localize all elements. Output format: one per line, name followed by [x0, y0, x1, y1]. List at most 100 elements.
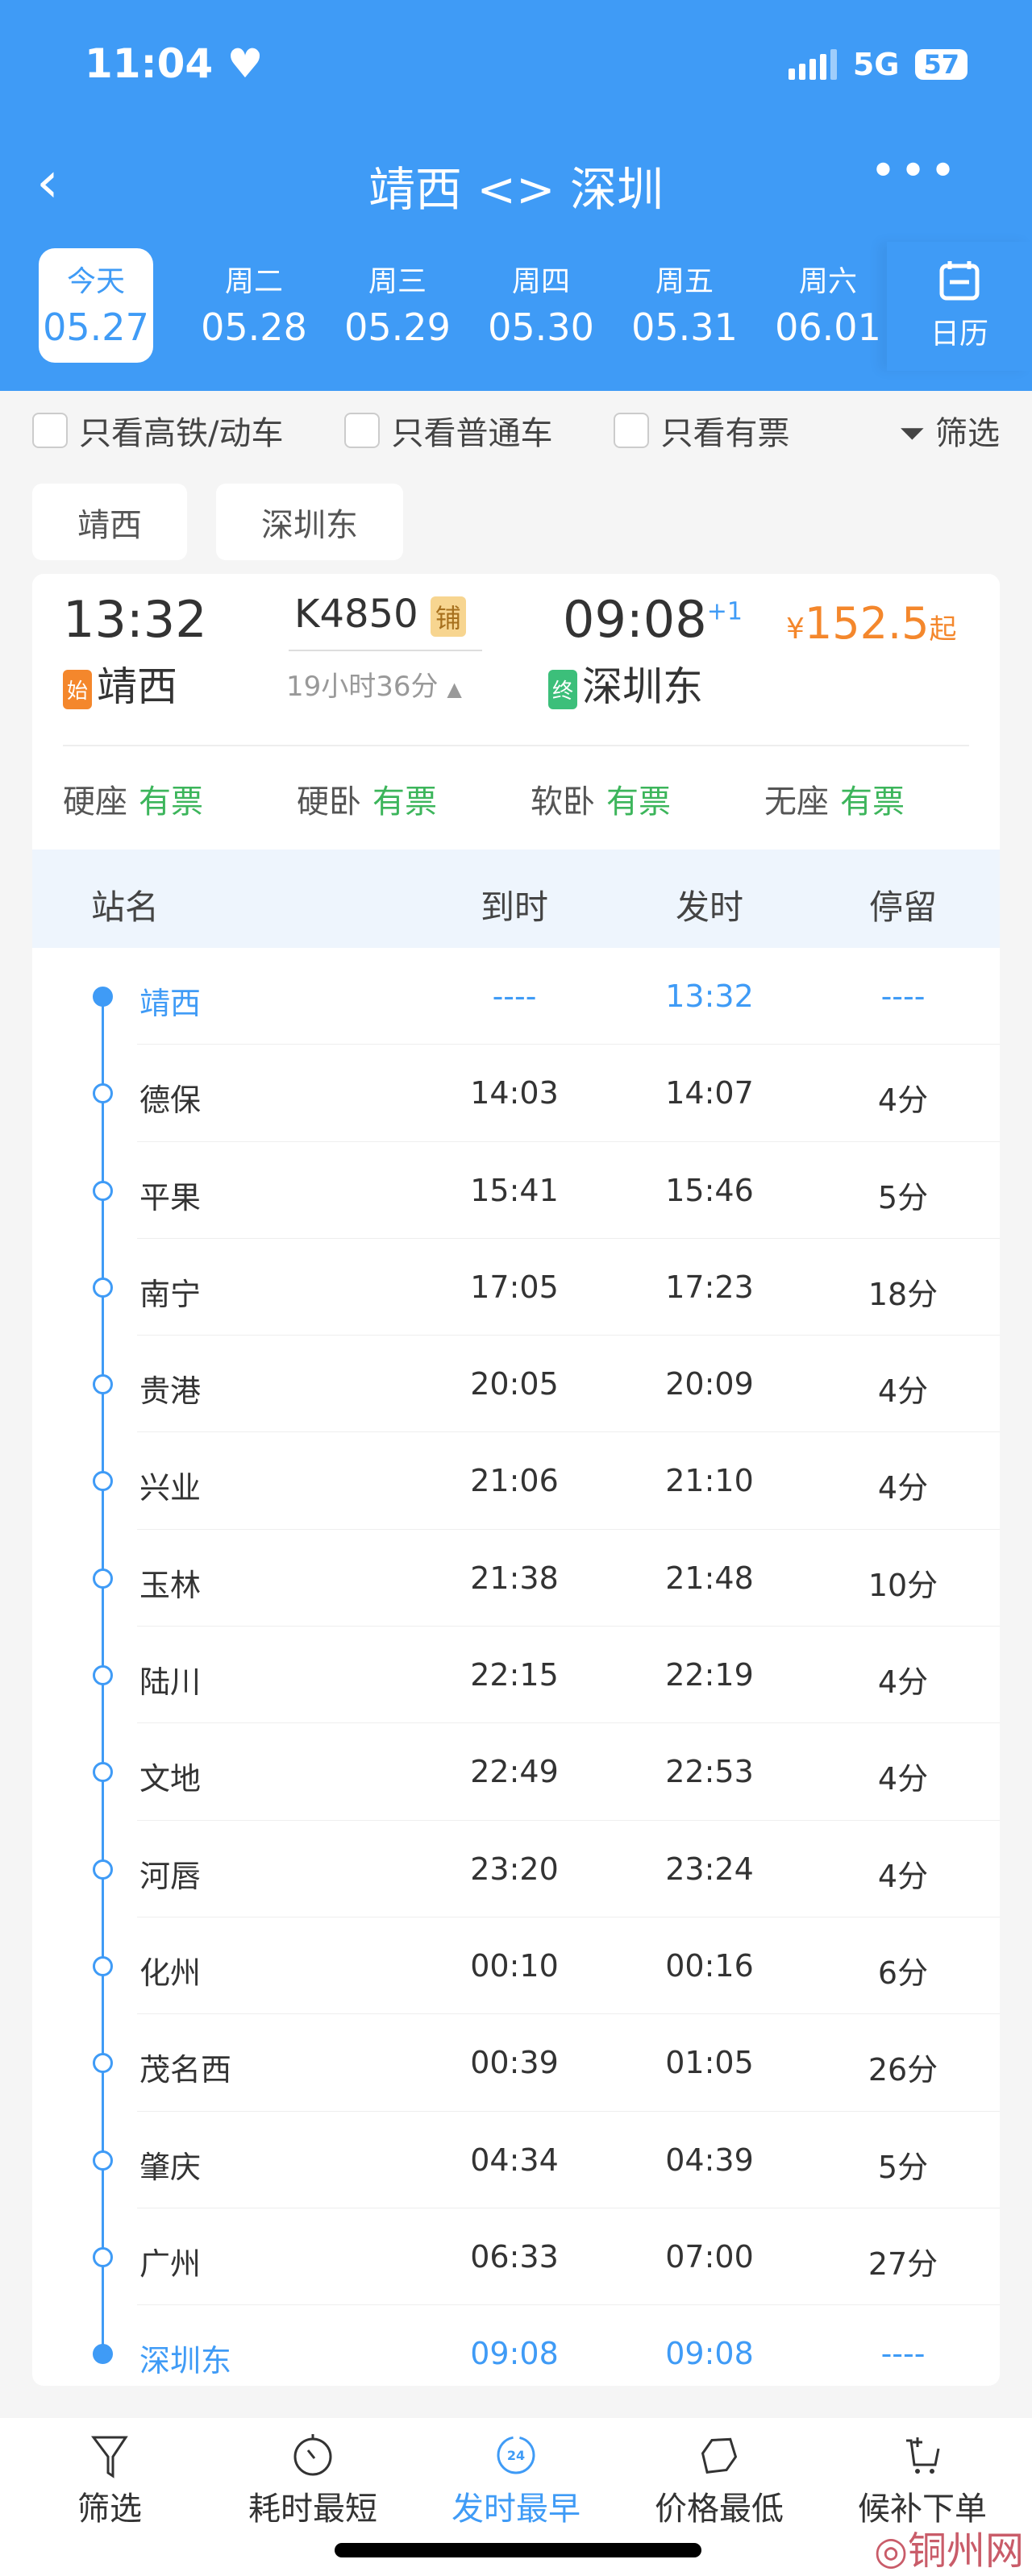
checkbox-box [344, 413, 381, 448]
table-row[interactable]: 化州 00:10 00:16 6分 [32, 1917, 1000, 2015]
chevron-left-icon[interactable]: ‹ [36, 149, 59, 215]
arrive-time: 21:06 [470, 1463, 559, 1499]
stop-duration: 5分 [877, 1179, 929, 1215]
page-title: 靖西 <> 深圳 [368, 162, 664, 217]
bottom-tab-label: 耗时最短 [248, 2491, 377, 2528]
depart-time: 23:24 [665, 1851, 754, 1887]
bottom-tab-label: 价格最低 [655, 2491, 784, 2528]
station-name: 河唇 [139, 1858, 202, 1894]
timer-icon [293, 2434, 332, 2476]
calendar-label: 日历 [930, 318, 988, 351]
stop-duration: 4分 [877, 1082, 929, 1119]
seat-type: 软卧 [531, 783, 595, 821]
stop-duration: 26分 [868, 2052, 938, 2088]
departure-time: 13:32 [63, 590, 207, 649]
timeline-dot-icon [93, 1471, 113, 1492]
to-station: 终深圳东 [548, 654, 703, 713]
depart-time: 13:32 [665, 978, 754, 1014]
stop-duration: 27分 [868, 2246, 938, 2282]
stop-duration: 6分 [877, 1955, 929, 1991]
header-station: 站名 [91, 887, 160, 927]
table-row[interactable]: 肇庆 04:34 04:39 5分 [32, 2112, 1000, 2209]
date-tab[interactable]: 周四 05.30 [469, 248, 613, 363]
arrive-time: 09:08 [470, 2336, 559, 2372]
table-row[interactable]: 贵港 20:05 20:09 4分 [32, 1336, 1000, 1433]
calendar-icon [939, 261, 980, 301]
clock-24-icon: 24 [497, 2436, 535, 2474]
bottom-tab-price-tag[interactable]: 价格最低 [622, 2418, 816, 2576]
date-value: 05.30 [488, 305, 594, 349]
table-row[interactable]: 河唇 23:20 23:24 4分 [32, 1821, 1000, 1918]
table-row[interactable]: 深圳东 09:08 09:08 ---- [32, 2305, 1000, 2386]
timeline-dot-icon [93, 1180, 113, 1201]
timeline-dot-icon [93, 987, 113, 1007]
date-tab[interactable]: 周六 06.01 [756, 248, 900, 363]
date-tab[interactable]: 周二 05.28 [182, 248, 326, 363]
bottom-tab-timer[interactable]: 耗时最短 [216, 2418, 410, 2576]
arrive-time: ---- [492, 978, 537, 1014]
table-row[interactable]: 陆川 22:15 22:19 4分 [32, 1627, 1000, 1724]
filter-icon [91, 2436, 128, 2478]
depart-time: 21:48 [665, 1560, 754, 1596]
depart-time: 22:19 [665, 1657, 754, 1693]
timeline-dot-icon [93, 2246, 113, 2267]
checkbox-label: 只看高铁/动车 [79, 415, 284, 452]
depart-time: 21:10 [665, 1463, 754, 1499]
depart-time: 15:46 [665, 1172, 754, 1208]
table-row[interactable]: 广州 06:33 07:00 27分 [32, 2208, 1000, 2306]
station-name: 靖西 [139, 986, 202, 1021]
svg-text:24: 24 [507, 2448, 525, 2463]
bottom-tab-clock-24[interactable]: 24 发时最早 [419, 2418, 613, 2576]
station-name: 玉林 [139, 1567, 202, 1603]
date-weekday: 周四 [511, 265, 570, 298]
arrival-time: 09:08+1 [563, 590, 743, 649]
date-tab[interactable]: 周三 05.29 [326, 248, 469, 363]
arrive-time: 20:05 [470, 1366, 559, 1402]
table-row[interactable]: 玉林 21:38 21:48 10分 [32, 1530, 1000, 1627]
table-row[interactable]: 兴业 21:06 21:10 4分 [32, 1432, 1000, 1531]
train-number[interactable]: K4850 铺 [294, 592, 466, 637]
status-time: 11:04 ♥ [85, 40, 264, 87]
more-icon[interactable]: ••• [869, 145, 959, 197]
table-row[interactable]: 文地 22:49 22:53 4分 [32, 1723, 1000, 1821]
arrival-time-text: 09:08 [563, 590, 707, 649]
calendar-button[interactable]: 日历 [887, 242, 1032, 371]
arrive-time: 14:03 [470, 1075, 559, 1111]
seat-availability: 硬座 有票 硬卧 有票 软卧 有票 无座 有票 [63, 775, 998, 822]
arrive-time: 17:05 [470, 1269, 559, 1305]
available-checkbox[interactable]: 只看有票 [614, 407, 789, 454]
bottom-tab-filter[interactable]: 筛选 [13, 2418, 206, 2576]
seat-type: 硬座 [63, 783, 127, 821]
date-value: 06.01 [775, 305, 881, 349]
duration-line [289, 650, 482, 651]
table-row[interactable]: 茂名西 00:39 01:05 26分 [32, 2014, 1000, 2112]
filter-button[interactable]: ⏷ 筛选 [899, 407, 1000, 454]
table-row[interactable]: 平果 15:41 15:46 5分 [32, 1142, 1000, 1240]
stop-duration: 10分 [868, 1567, 938, 1603]
nav-bar: ‹ 靖西 <> 深圳 ••• [0, 145, 1032, 218]
date-tab[interactable]: 周五 05.31 [613, 248, 756, 363]
arrive-time: 22:49 [470, 1754, 559, 1790]
price-suffix: 起 [929, 613, 957, 646]
normal-train-checkbox[interactable]: 只看普通车 [344, 407, 552, 454]
table-row[interactable]: 南宁 17:05 17:23 18分 [32, 1239, 1000, 1336]
duration[interactable]: 19小时36分 ▲ [286, 664, 462, 704]
bottom-tab-label: 筛选 [77, 2491, 142, 2528]
divider [63, 745, 969, 746]
timeline-dot-icon [93, 2344, 113, 2365]
table-row[interactable]: 德保 14:03 14:07 4分 [32, 1045, 1000, 1142]
seat-status: 有票 [139, 783, 203, 821]
train-number-text: K4850 [294, 592, 418, 637]
high-speed-checkbox[interactable]: 只看高铁/动车 [32, 407, 283, 454]
seat-item: 硬卧 有票 [297, 775, 531, 822]
station-chip-to[interactable]: 深圳东 [216, 484, 403, 560]
seat-item: 硬座 有票 [63, 775, 297, 822]
station-name: 肇庆 [139, 2149, 202, 2185]
price: ¥152.5起 [786, 598, 957, 649]
bottom-tab-cart-add[interactable]: 候补下单 [826, 2418, 1019, 2576]
station-chip-from[interactable]: 靖西 [32, 484, 187, 560]
date-tab[interactable]: 今天 05.27 [39, 248, 153, 363]
table-row[interactable]: 靖西 ---- 13:32 ---- [32, 948, 1000, 1045]
stop-duration: 18分 [868, 1276, 938, 1312]
network-label: 5G [852, 47, 900, 82]
